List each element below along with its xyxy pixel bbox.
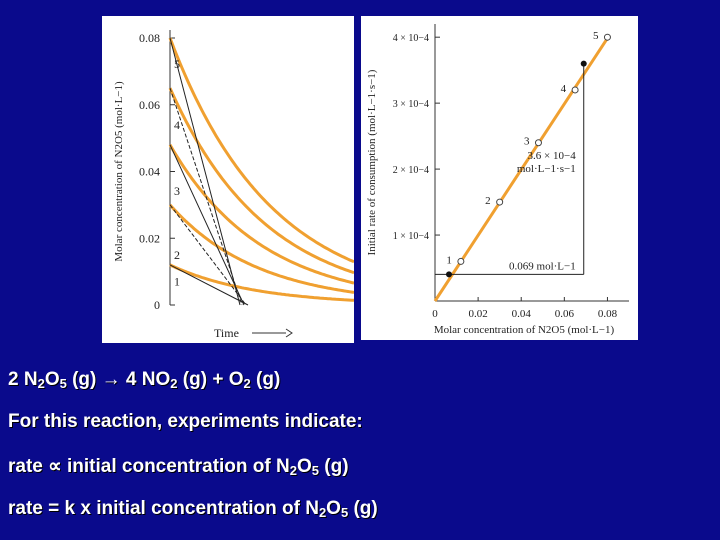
proportionality-statement: rate ∝ initial concentration of N2O5 (g) [8, 455, 349, 478]
y-tick-label: 1 × 10−4 [393, 231, 429, 242]
x-axis-label: Molar concentration of N2O5 (mol·L−1) [434, 324, 615, 336]
eq-sub: 5 [59, 376, 67, 391]
annotation-y-value: 3.6 × 10−4 [528, 150, 577, 162]
curve-label-4: 4 [174, 118, 180, 132]
rate-concentration-svg: 0 0.02 0.04 0.06 0.08 4 × 10−4 3 × 10−4 2 × 10−… [366, 24, 629, 336]
rate-law-part: rate = k x initial concentration of N [8, 498, 319, 519]
x-tick-label: 0.06 [555, 308, 575, 320]
curve-label-2: 2 [174, 248, 180, 262]
reaction-equation: 2 N2O5 (g) → 4 NO2 (g) + O2 (g) [8, 369, 280, 391]
experiments-text: For this reaction, experiments indicate: [8, 411, 363, 433]
y-tick-label: 4 × 10−4 [393, 33, 429, 44]
y-tick-label: 0 [154, 298, 160, 312]
data-point-label-4: 4 [561, 83, 567, 95]
prop-part: (g) [318, 456, 349, 477]
annotation-origin-point [446, 271, 452, 278]
data-point-1 [457, 257, 465, 265]
eq-sub: 2 [37, 376, 45, 391]
rate-law-sub: 2 [318, 505, 327, 520]
data-point-2 [496, 198, 504, 206]
data-point-label-5: 5 [593, 30, 599, 42]
eq-part: 4 NO [120, 369, 171, 390]
curve-label-3: 3 [174, 184, 180, 198]
proportional-symbol: ∝ [48, 456, 62, 477]
data-point-4 [571, 86, 579, 94]
data-point-label-3: 3 [524, 136, 530, 148]
reaction-arrow: → [101, 369, 121, 390]
prop-part: O [296, 456, 312, 477]
decay-curve-1 [168, 37, 355, 264]
x-tick-label: 0.08 [598, 308, 618, 320]
annotation-point [580, 60, 587, 67]
y-axis-label: Molar concentration of N2O5 (mol·L−1) [113, 81, 125, 262]
rate-law-part: (g) [348, 498, 378, 519]
annotation-x-label: 0.069 mol·L−1 [509, 260, 576, 272]
y-tick-label: 0.02 [139, 231, 160, 245]
rate-fit-line [433, 34, 611, 302]
rate-law-statement: rate = k x initial concentration of N2O5… [8, 498, 378, 520]
experiments-line: For this reaction, experiments indicate: [8, 411, 363, 432]
decay-curve-3 [168, 144, 355, 285]
eq-part: (g) + O [177, 369, 244, 390]
prop-part: rate [8, 456, 49, 477]
x-tick-label: 0.04 [512, 308, 532, 320]
tangent-line-3 [169, 144, 245, 306]
decay-curve-2 [168, 87, 355, 275]
x-tick-label: 0 [432, 308, 438, 320]
eq-sub: 2 [170, 376, 178, 391]
x-axis-label: Time [214, 326, 239, 340]
rate-concentration-chart: 0 0.02 0.04 0.06 0.08 4 × 10−4 3 × 10−4 2 × 10−… [361, 16, 638, 340]
decay-curve-5 [169, 263, 355, 302]
eq-part: (g) [66, 369, 102, 390]
y-tick-label: 2 × 10−4 [393, 165, 429, 176]
concentration-time-chart: 0.08 0.06 0.04 0.02 0 Molar concentration of … [102, 16, 355, 343]
prop-sub: 2 [289, 463, 297, 478]
y-tick-label: 0.04 [139, 165, 160, 179]
tangent-line-4 [169, 204, 247, 306]
eq-sub: 2 [243, 376, 251, 391]
curve-label-1: 1 [174, 275, 180, 289]
prop-part: initial concentration of N [61, 456, 290, 477]
data-point-label-1: 1 [446, 254, 452, 266]
rate-law-sub: 5 [340, 505, 349, 520]
concentration-time-svg: 0.08 0.06 0.04 0.02 0 Molar concentration of … [113, 30, 355, 340]
time-arrow-head [285, 328, 293, 338]
annotation-y-unit: mol·L−1·s−1 [517, 163, 576, 175]
curve-label-5: 5 [174, 57, 180, 71]
y-tick-label: 0.06 [139, 98, 160, 112]
y-axis-label: Initial rate of consumption (mol·L−1·s−1… [366, 69, 378, 255]
x-tick-label: 0.02 [468, 308, 487, 320]
data-point-label-2: 2 [485, 195, 491, 207]
data-point-3 [534, 139, 542, 147]
decay-curve-4 [168, 203, 355, 294]
tangent-line-2 [169, 87, 243, 306]
eq-part: O [44, 369, 60, 390]
tangent-line-1 [169, 37, 241, 306]
eq-part: (g) [250, 369, 281, 390]
eq-part: 2 N [8, 369, 38, 390]
data-point-5 [603, 33, 611, 41]
y-tick-label: 3 × 10−4 [393, 99, 429, 110]
prop-sub: 5 [311, 463, 319, 478]
rate-law-part: O [326, 498, 341, 519]
tangent-line-5 [169, 264, 249, 306]
y-tick-label: 0.08 [139, 31, 160, 45]
